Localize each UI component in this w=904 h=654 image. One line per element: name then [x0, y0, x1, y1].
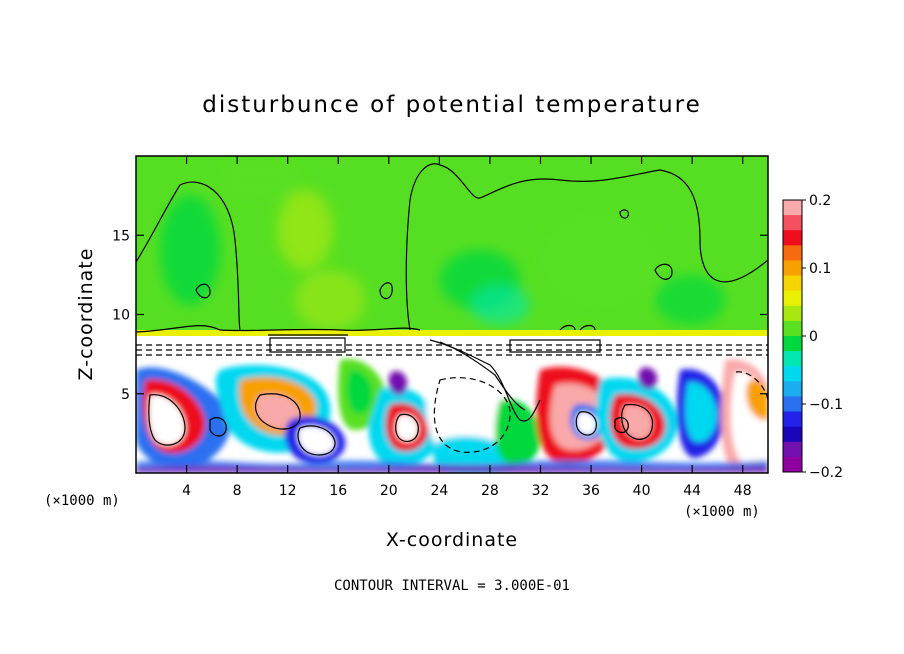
colorbar-swatch	[783, 245, 802, 261]
colorbar-ticks: 0.2 0.1 0 −0.1 −0.2	[802, 193, 843, 481]
x-tick-label: 32	[532, 483, 550, 499]
x-tick-label: 24	[430, 483, 448, 499]
y-tick-label: 10	[112, 308, 130, 324]
x-tick-label: 36	[582, 483, 600, 499]
x-left-unit: (×1000 m)	[44, 493, 120, 509]
colorbar-swatch	[783, 230, 802, 246]
colorbar-tick-label: −0.1	[809, 397, 843, 413]
colorbar-swatch	[783, 441, 802, 458]
x-tick-label: 4	[182, 483, 191, 499]
colorbar-swatch	[783, 426, 802, 443]
x-tick-label: 12	[279, 483, 297, 499]
colorbar-tick-label: 0	[809, 329, 818, 345]
colorbar-swatch	[783, 381, 802, 397]
contour-lines	[136, 163, 768, 456]
y-tick-label: 5	[121, 387, 130, 403]
colorbar	[783, 200, 802, 473]
y-axis-label: Z-coordinate	[75, 248, 97, 381]
colorbar-swatch	[783, 396, 802, 413]
x-right-unit: (×1000 m)	[684, 504, 760, 520]
chart-title: disturbunce of potential temperature	[202, 92, 702, 118]
colorbar-swatch	[783, 351, 802, 367]
colorbar-swatch	[783, 275, 802, 292]
y-tick-label: 15	[112, 228, 130, 244]
colorbar-swatch	[783, 215, 802, 231]
x-tick-label: 48	[734, 483, 752, 499]
colorbar-tick-label: −0.2	[809, 465, 843, 481]
colorbar-swatch	[783, 320, 802, 337]
upper-field-patches	[160, 160, 725, 330]
lower-field-patches	[136, 359, 768, 473]
x-tick-label: 16	[329, 483, 347, 499]
colorbar-swatch	[783, 456, 802, 473]
colorbar-swatch	[783, 305, 802, 322]
plot-area	[136, 156, 768, 473]
colorbar-swatch	[783, 290, 802, 307]
colorbar-swatch	[783, 260, 802, 277]
x-tick-label: 44	[683, 483, 701, 499]
x-axis-ticks: 4 8 12 16 20 24 28 32 36 40 44 48	[182, 156, 752, 499]
colorbar-swatch	[783, 411, 802, 428]
x-axis-label: X-coordinate	[386, 529, 518, 551]
colorbar-tick-label: 0.1	[809, 261, 831, 277]
x-tick-label: 8	[233, 483, 242, 499]
colorbar-swatch	[783, 336, 802, 352]
contour-interval-note: CONTOUR INTERVAL = 3.000E-01	[334, 578, 570, 594]
colorbar-swatch	[783, 366, 802, 382]
colorbar-swatch	[783, 200, 802, 216]
x-tick-label: 40	[633, 483, 651, 499]
colorbar-tick-label: 0.2	[809, 193, 831, 209]
x-tick-label: 28	[481, 483, 499, 499]
x-tick-label: 20	[380, 483, 398, 499]
y-axis-ticks: 5 10 15	[112, 228, 768, 403]
